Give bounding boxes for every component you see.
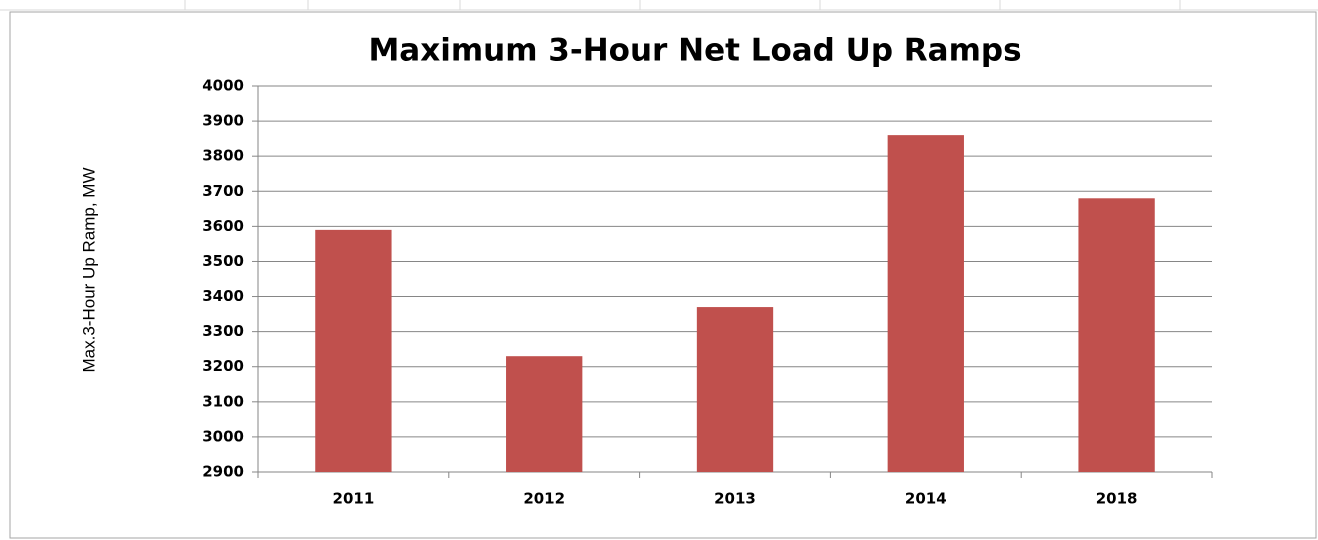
y-tick-label: 3000 (202, 427, 244, 445)
bar (1078, 198, 1155, 473)
x-tick-label: 2018 (1096, 490, 1138, 508)
y-tick-label: 3900 (202, 112, 244, 130)
y-tick-label: 3400 (202, 287, 244, 305)
x-tick-label: 2014 (905, 490, 947, 508)
y-tick-label: 3100 (202, 392, 244, 410)
x-tick-label: 2011 (333, 490, 375, 508)
bar (315, 229, 392, 472)
y-axis-label: Max.3-Hour Up Ramp, MW (79, 168, 98, 373)
y-tick-label: 3300 (202, 322, 244, 340)
y-tick-label: 4000 (202, 77, 244, 95)
x-tick-label: 2013 (714, 490, 756, 508)
y-tick-label: 3700 (202, 182, 244, 200)
bar (506, 356, 583, 472)
x-tick-label: 2012 (523, 490, 565, 508)
bar (696, 307, 774, 472)
spreadsheet-background (0, 0, 1318, 11)
y-tick-label: 2900 (202, 463, 244, 481)
y-tick-label: 3600 (202, 217, 244, 235)
bar (887, 135, 964, 473)
chart-title: Maximum 3-Hour Net Load Up Ramps (368, 33, 1021, 69)
y-tick-label: 3200 (202, 357, 244, 375)
y-tick-label: 3800 (202, 147, 244, 165)
y-tick-label: 3500 (202, 252, 244, 270)
